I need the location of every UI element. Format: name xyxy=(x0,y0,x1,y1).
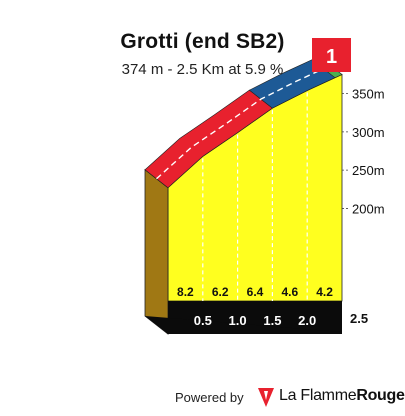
x-tick-label-1: 1.0 xyxy=(229,313,247,328)
profile-subtitle: 374 m - 2.5 Km at 5.9 % xyxy=(121,61,284,78)
segment-gradient-label-4: 4.2 xyxy=(316,285,333,299)
segment-gradient-label-2: 6.4 xyxy=(247,285,264,299)
x-tick-label-0: 0.5 xyxy=(194,313,212,328)
x-tick-label-3: 2.0 xyxy=(298,313,316,328)
footer: Powered by La FlammeRouge xyxy=(0,386,405,408)
flame-logo-icon xyxy=(258,388,274,407)
elevation-profile-chart: 200m 250m 300m 350m 8.2 6.2 6.4 4.6 4.2 0.5 1.0 1.5… xyxy=(144,38,385,335)
segment-gradient-label-1: 6.2 xyxy=(212,285,229,299)
profile-base-ledge xyxy=(145,316,342,334)
powered-by-label: Powered by xyxy=(175,390,244,405)
chart-root: 200m 250m 300m 350m 8.2 6.2 6.4 4.6 4.2 0.5 1.0 1.5… xyxy=(144,38,385,335)
road-center-line xyxy=(156,64,331,180)
y-tick-label-2: 300m xyxy=(352,125,385,140)
y-tick-label-3: 350m xyxy=(352,87,385,102)
profile-side-face xyxy=(144,168,169,335)
segment-gradient-label-0: 8.2 xyxy=(177,285,194,299)
y-tick-label-1: 250m xyxy=(352,163,385,178)
x-tick-label-2: 1.5 xyxy=(263,313,281,328)
segment-gradient-label-3: 4.6 xyxy=(281,285,298,299)
finish-flag-label: 1 xyxy=(326,46,337,68)
finish-flag xyxy=(312,38,351,72)
brand-part-1: La Flamme xyxy=(279,387,357,404)
y-tick-label-0: 200m xyxy=(352,201,385,216)
brand-logo-text: La FlammeRouge xyxy=(279,387,405,405)
profile-title: Grotti (end SB2) xyxy=(120,30,285,53)
total-distance-label: 2.5 xyxy=(350,311,368,326)
brand-part-2: Rouge xyxy=(356,387,405,404)
